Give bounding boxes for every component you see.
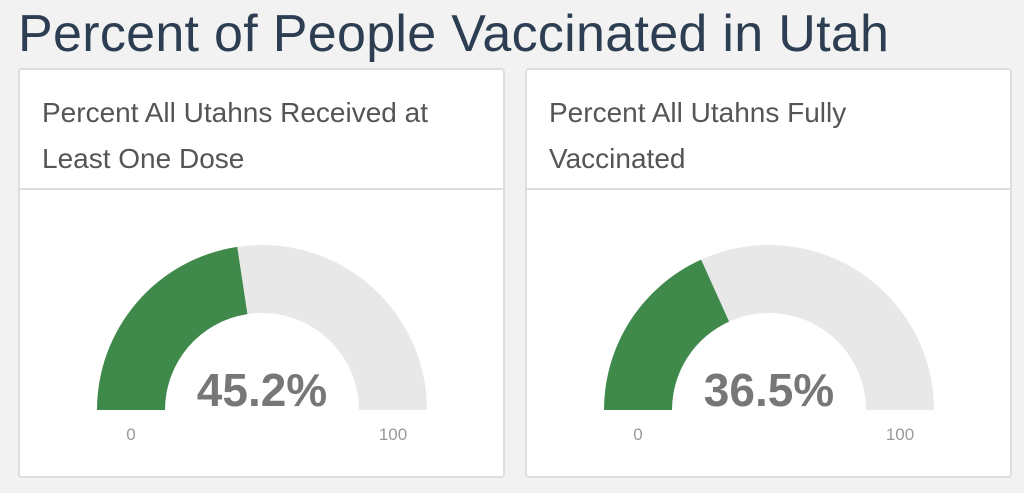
gauge-panel: Percent All Utahns Fully Vaccinated 36.5…	[525, 68, 1012, 478]
gauge-chart: 36.5% 0 100	[604, 245, 934, 444]
gauge-panel: Percent All Utahns Received at Least One…	[18, 68, 505, 478]
panel-title: Percent All Utahns Received at Least One…	[20, 70, 504, 190]
panel-title: Percent All Utahns Fully Vaccinated	[527, 70, 1011, 190]
gauge-tick-label: 100	[379, 425, 407, 444]
gauge-chart: 45.2% 0 100	[97, 245, 427, 444]
gauge-value-arc	[604, 259, 730, 410]
gauge-tick-label: 0	[633, 425, 642, 444]
gauge-value-arc	[97, 246, 248, 410]
gauge-value-label: 45.2%	[197, 364, 327, 416]
gauge-value-label: 36.5%	[704, 364, 834, 416]
page-title: Percent of People Vaccinated in Utah	[18, 5, 890, 63]
gauge-tick-label: 100	[886, 425, 914, 444]
gauge-tick-label: 0	[126, 425, 135, 444]
